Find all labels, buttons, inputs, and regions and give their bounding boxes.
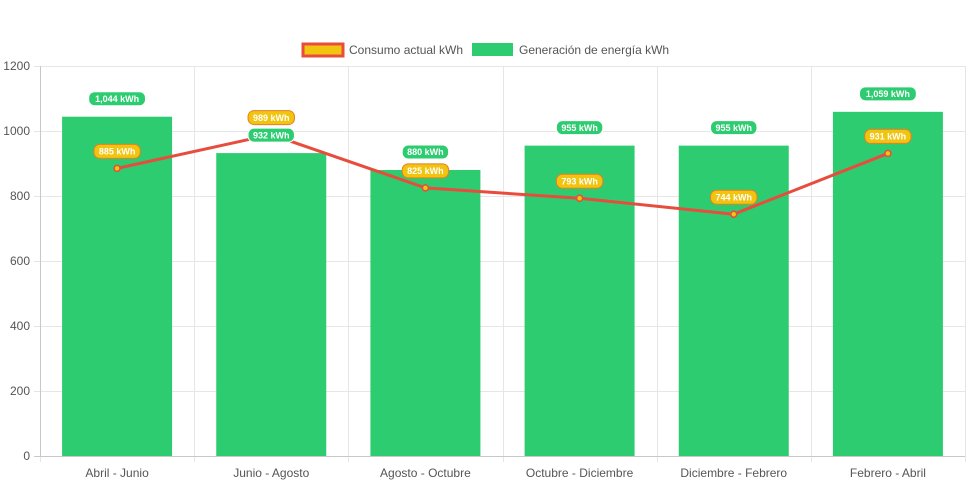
line-value-label: 825 kWh [407,166,444,176]
bar-generacion[interactable] [832,111,943,456]
data-labels: 1,044 kWh 932 kWh 880 kWh 955 kWh 955 kWh 1,0… [88,86,917,205]
x-tick-label: Febrero - Abril [850,466,926,480]
y-tick-label: 400 [10,319,30,333]
legend-label-consumo[interactable]: Consumo actual kWh [349,43,463,57]
line-value-label-bg [401,163,450,179]
point-consumo[interactable] [730,210,738,218]
x-tick-label: Junio - Agosto [233,466,309,480]
bar-generacion[interactable] [370,170,481,456]
bar-value-label: 932 kWh [253,130,290,140]
bar-generacion[interactable] [216,153,327,456]
bar-value-label-bg [555,120,604,136]
y-tick-label: 200 [10,384,30,398]
bar-value-label-bg [88,91,146,107]
line-value-label: 744 kWh [715,192,752,202]
legend-swatch-consumo[interactable] [301,42,345,58]
point-consumo[interactable] [575,194,584,203]
bar-value-label: 1,059 kWh [866,89,910,99]
x-tick-label: Diciembre - Febrero [680,466,787,480]
x-tick-label: Agosto - Octubre [380,466,471,480]
x-tick-label: Octubre - Diciembre [526,466,634,480]
x-tick-label: Abril - Junio [85,466,149,480]
bar-value-label: 880 kWh [407,147,444,157]
line-value-label: 931 kWh [870,132,907,142]
y-tick-label: 1000 [3,124,30,138]
bar-generacion[interactable] [62,116,173,456]
bar-value-label: 1,044 kWh [95,94,139,104]
axes: 0 200 400 600 800 1000 1200 Abril - Junio Junio … [3,59,965,480]
legend: Consumo actual kWh Generación de energía … [301,42,669,58]
line-value-label-bg [710,189,758,205]
line-value-label: 885 kWh [99,147,136,157]
line-value-label: 793 kWh [561,176,598,186]
line-value-label-bg [247,110,295,126]
point-consumo[interactable] [884,149,892,158]
bar-value-label-bg [710,120,758,136]
bar-value-label-bg [859,86,917,102]
bar-value-label: 955 kWh [561,123,598,133]
bar-generacion[interactable] [524,145,635,456]
line-value-label-bg [864,128,912,144]
bar-value-label-bg [401,144,450,160]
legend-label-generacion[interactable]: Generación de energía kWh [519,43,669,57]
line-value-label: 989 kWh [253,113,290,123]
y-tick-label: 600 [10,254,30,268]
bar-value-label: 955 kWh [715,123,752,133]
line-value-label-bg [93,143,141,159]
bar-value-label-bg [247,127,295,143]
gridlines [34,66,966,462]
line-value-label-bg [555,173,604,189]
y-tick-label: 1200 [3,59,30,73]
point-consumo[interactable] [421,184,430,192]
point-consumo[interactable] [113,164,121,173]
legend-swatch-generacion[interactable] [472,43,513,56]
y-tick-label: 0 [23,449,30,463]
line-consumo [116,133,889,216]
y-tick-label: 800 [10,189,30,203]
